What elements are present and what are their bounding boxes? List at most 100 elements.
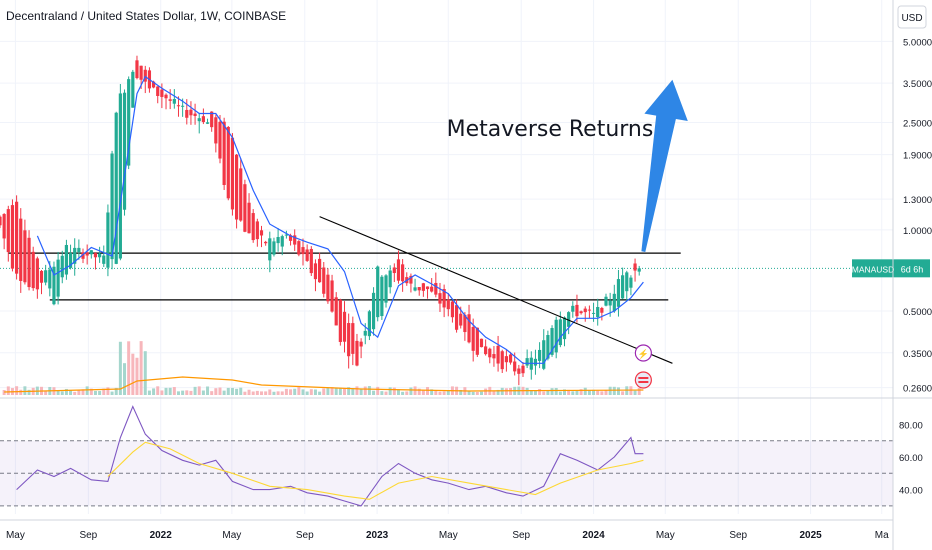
volume-bar	[181, 390, 185, 395]
volume-bar	[343, 388, 347, 395]
candle-body	[392, 267, 396, 274]
volume-bar	[621, 391, 625, 395]
volume-bar	[69, 390, 73, 395]
candle-body	[189, 109, 193, 116]
volume-bar	[280, 391, 284, 395]
volume-bar	[81, 389, 85, 395]
volume-ma-line	[4, 376, 644, 393]
candle-body	[181, 105, 185, 107]
volume-bar	[56, 390, 60, 395]
volume-bar	[259, 391, 263, 395]
candle-body	[56, 259, 60, 297]
candle-body	[6, 209, 10, 253]
volume-bar	[446, 390, 450, 395]
currency-button	[897, 5, 927, 29]
volume-bar	[251, 391, 255, 395]
volume-bar	[226, 387, 230, 395]
volume-bar	[417, 388, 421, 395]
volume-bar	[367, 386, 371, 395]
candle-body	[218, 121, 222, 159]
candle-body	[442, 289, 446, 308]
volume-bar	[376, 386, 380, 395]
volume-bar	[351, 388, 355, 395]
volume-bar	[587, 389, 591, 395]
candle-body	[131, 71, 135, 108]
volume-bar	[85, 386, 89, 395]
candle-body	[434, 282, 438, 295]
rsi-pane	[0, 405, 893, 507]
volume-bar	[347, 387, 351, 395]
volume-bar	[484, 388, 488, 395]
candle-body	[471, 327, 475, 351]
volume-bar	[77, 390, 81, 395]
candle-body	[19, 218, 23, 281]
candle-body	[193, 113, 197, 116]
volume-bars	[2, 341, 644, 395]
volume-bar	[525, 387, 529, 395]
candle-body	[172, 99, 176, 104]
candle-body	[521, 365, 525, 374]
symbol-tag	[852, 259, 894, 278]
volume-bar	[168, 387, 172, 395]
volume-bar	[637, 387, 641, 395]
volume-bar	[118, 341, 122, 395]
volume-bar	[500, 387, 504, 395]
candle-body	[334, 297, 338, 326]
candle-body	[355, 340, 359, 366]
candle-body	[567, 312, 571, 327]
candle-body	[143, 69, 147, 82]
candle-body	[110, 153, 114, 260]
candle-body	[575, 304, 579, 317]
candle-body	[546, 335, 550, 359]
candle-body	[293, 235, 297, 245]
volume-bar	[206, 386, 210, 395]
us-flag-event-icon	[634, 371, 652, 389]
candle-body	[102, 255, 106, 264]
volume-bar	[633, 390, 637, 395]
price-tick-label: 0.5000	[903, 307, 932, 318]
candle-body	[537, 349, 542, 361]
candle-body	[251, 213, 255, 241]
volume-bar	[401, 391, 405, 395]
candle-body	[230, 137, 235, 210]
volume-bar	[380, 391, 384, 395]
volume-bar	[235, 388, 239, 395]
volume-bar	[538, 388, 542, 395]
volume-bar	[616, 387, 620, 395]
candle-body	[318, 258, 322, 283]
volume-bar	[529, 390, 533, 395]
rsi-ma-line	[107, 441, 644, 500]
volume-bar	[218, 387, 222, 395]
candle-body	[367, 311, 372, 337]
candle-body	[322, 267, 326, 294]
volume-bar	[297, 386, 301, 395]
candle-body	[255, 221, 259, 240]
volume-bar	[579, 389, 583, 395]
volume-bar	[471, 391, 475, 395]
volume-bar	[6, 386, 10, 395]
candle-body	[583, 308, 587, 313]
candle-body	[600, 307, 604, 313]
volume-bar	[2, 390, 6, 395]
candle-body	[496, 345, 500, 364]
volume-bar	[73, 391, 77, 395]
candle-body	[475, 327, 479, 355]
volume-bar	[201, 390, 205, 395]
volume-bar	[89, 388, 93, 395]
candle-body	[23, 230, 27, 283]
candle-body	[214, 117, 218, 144]
volume-bar	[318, 391, 322, 395]
candle-body	[106, 212, 110, 268]
volume-bar	[60, 391, 64, 395]
candle-body	[151, 81, 156, 88]
candle-body	[39, 270, 44, 283]
volume-bar	[459, 389, 463, 395]
volume-bar	[413, 386, 417, 395]
countdown-tag	[894, 259, 930, 278]
candle-body	[525, 358, 529, 366]
volume-bar	[492, 391, 496, 395]
candle-body	[421, 283, 425, 291]
candle-body	[259, 230, 264, 236]
volume-bar	[533, 390, 537, 395]
